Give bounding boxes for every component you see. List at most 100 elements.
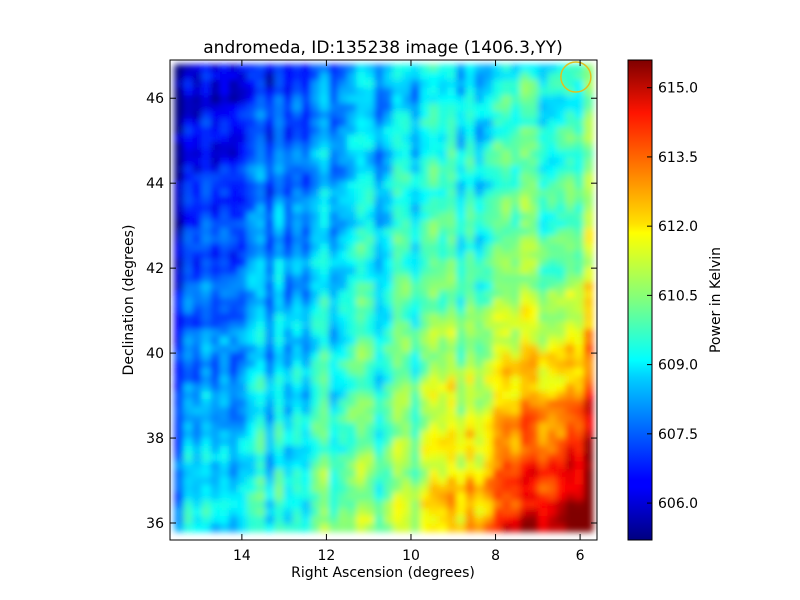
heatmap-cell	[292, 453, 303, 463]
heatmap-cell	[456, 305, 466, 315]
heatmap-cell	[310, 305, 321, 315]
heatmap-cell	[192, 157, 203, 167]
heatmap-cell	[456, 196, 466, 206]
heatmap-cell	[338, 142, 348, 151]
heatmap-cell	[447, 126, 457, 135]
heatmap-cell	[319, 157, 330, 167]
heatmap-cell	[183, 414, 194, 424]
heatmap-cell	[356, 329, 366, 338]
heatmap-cell	[465, 313, 476, 322]
heatmap-cell	[419, 79, 430, 89]
heatmap-cell	[283, 344, 294, 353]
heatmap-cell	[201, 87, 212, 96]
heatmap-cell	[574, 157, 585, 167]
heatmap-cell	[565, 118, 576, 128]
heatmap-cell	[374, 399, 385, 408]
heatmap-cell	[374, 453, 385, 463]
heatmap-cell	[338, 492, 348, 501]
heatmap-cell	[328, 406, 339, 416]
heatmap-cell	[256, 476, 266, 486]
heatmap-cell	[465, 258, 476, 268]
heatmap-cell	[556, 220, 567, 229]
heatmap-cell	[574, 321, 585, 330]
heatmap-cell	[492, 181, 503, 190]
heatmap-cell	[365, 523, 375, 533]
heatmap-cell	[538, 297, 548, 307]
heatmap-cell	[538, 204, 548, 213]
heatmap-cell	[383, 360, 394, 369]
heatmap-cell	[183, 72, 194, 81]
heatmap-cell	[474, 321, 485, 330]
heatmap-cell	[447, 430, 457, 439]
heatmap-cell	[474, 165, 485, 174]
heatmap-cell	[183, 282, 194, 291]
heatmap-cell	[574, 469, 585, 478]
heatmap-cell	[328, 329, 339, 338]
heatmap-cell	[210, 220, 221, 229]
heatmap-cell	[283, 297, 294, 307]
heatmap-cell	[538, 422, 548, 431]
heatmap-cell	[219, 196, 230, 206]
heatmap-cell	[538, 235, 548, 244]
heatmap-cell	[483, 274, 494, 283]
heatmap-cell	[356, 235, 366, 244]
heatmap-cell	[292, 492, 303, 501]
heatmap-cell	[519, 391, 530, 400]
heatmap-cell	[228, 329, 239, 338]
heatmap-cell	[183, 367, 194, 377]
heatmap-cell	[201, 126, 212, 135]
heatmap-cell	[556, 500, 567, 509]
heatmap-cell	[401, 134, 412, 143]
heatmap-cell	[283, 95, 294, 104]
heatmap-cell	[283, 290, 294, 299]
heatmap-cell	[219, 500, 230, 509]
heatmap-cell	[547, 258, 557, 268]
heatmap-cell	[265, 430, 275, 439]
heatmap-cell	[456, 352, 466, 361]
heatmap-cell	[292, 391, 303, 400]
heatmap-cell	[265, 251, 275, 260]
heatmap-cell	[565, 173, 576, 182]
heatmap-cell	[419, 95, 430, 104]
heatmap-cell	[192, 126, 203, 135]
heatmap-cell	[529, 149, 539, 159]
heatmap-cell	[192, 336, 203, 346]
heatmap-cell	[538, 515, 548, 525]
heatmap-cell	[292, 266, 303, 276]
heatmap-cell	[256, 344, 266, 353]
heatmap-cell	[174, 79, 184, 89]
heatmap-cell	[401, 173, 412, 182]
heatmap-cell	[547, 95, 557, 104]
heatmap-cell	[465, 438, 476, 447]
heatmap-cell	[529, 110, 539, 120]
heatmap-cell	[556, 305, 567, 315]
heatmap-cell	[310, 181, 321, 190]
heatmap-cell	[201, 336, 212, 346]
heatmap-cell	[247, 336, 257, 346]
heatmap-cell	[456, 103, 466, 112]
heatmap-cell	[310, 352, 321, 361]
heatmap-cell	[365, 399, 375, 408]
heatmap-cell	[447, 103, 457, 112]
heatmap-cell	[347, 321, 357, 330]
heatmap-cell	[565, 157, 576, 167]
heatmap-cell	[456, 414, 466, 424]
heatmap-cell	[228, 500, 239, 509]
heatmap-cell	[401, 438, 412, 447]
heatmap-cell	[219, 181, 230, 190]
heatmap-cell	[547, 196, 557, 206]
heatmap-cell	[374, 523, 385, 533]
heatmap-cell	[265, 438, 275, 447]
heatmap-cell	[247, 297, 257, 307]
heatmap-cell	[338, 173, 348, 182]
heatmap-cell	[456, 87, 466, 96]
heatmap-cell	[583, 165, 594, 174]
heatmap-cell	[547, 282, 557, 291]
heatmap-cell	[201, 406, 212, 416]
heatmap-cell	[183, 500, 194, 509]
heatmap-cell	[247, 290, 257, 299]
heatmap-cell	[574, 64, 585, 73]
heatmap-cell	[383, 336, 394, 346]
heatmap-cell	[465, 173, 476, 182]
heatmap-cell	[328, 367, 339, 377]
